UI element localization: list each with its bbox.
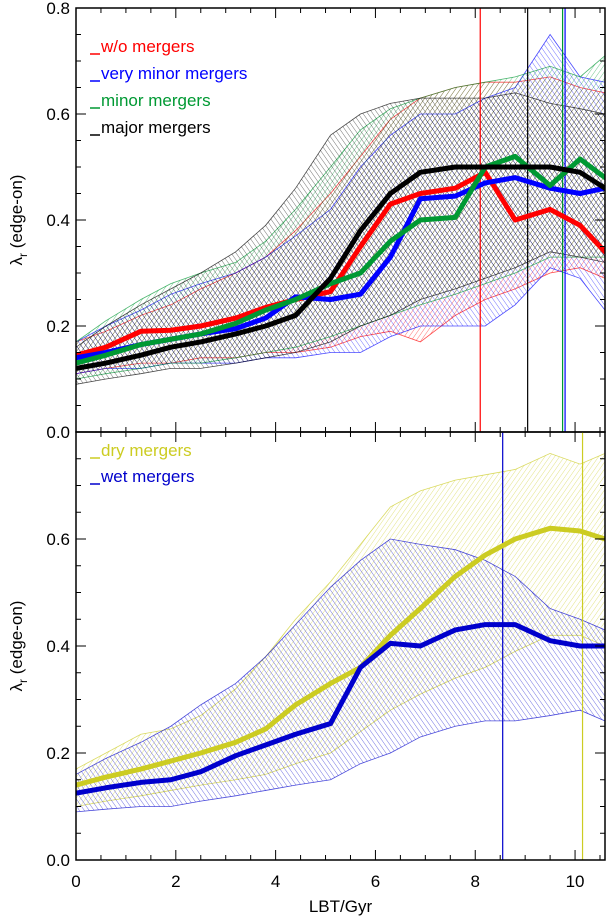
- x-axis-label: LBT/Gyr: [309, 897, 373, 916]
- x-tick-label: 8: [471, 872, 480, 891]
- y-tick-label: 0.6: [46, 530, 70, 549]
- legend-label-wet-mergers: wet mergers: [100, 467, 195, 486]
- y-tick-label: 0.0: [46, 851, 70, 870]
- y-axis-label-sub: r: [16, 679, 30, 683]
- y-axis-label-symbol: λ: [7, 256, 26, 265]
- y-tick-label: 0.4: [46, 211, 70, 230]
- y-axis-label-sub: r: [16, 253, 30, 257]
- x-tick-label: 4: [271, 872, 280, 891]
- legend-label-major-mergers: major mergers: [101, 118, 211, 137]
- y-tick-label: 0.4: [46, 637, 70, 656]
- x-tick-label: 2: [171, 872, 180, 891]
- plot-area: [76, 432, 605, 860]
- plot-area: [76, 8, 605, 432]
- legend-label-minor-mergers: minor mergers: [101, 91, 211, 110]
- y-tick-label: 0.2: [46, 744, 70, 763]
- y-axis-label-text: (edge-on): [7, 601, 26, 679]
- y-tick-label: 0.2: [46, 317, 70, 336]
- y-tick-label: 0.0: [46, 423, 70, 442]
- line-minor-mergers: [76, 153, 605, 366]
- line-w-o-mergers: [76, 169, 605, 358]
- line-major-mergers: [76, 164, 605, 371]
- bottom-panel: 0.0 0.2 0.4 0.6 0 2 4 6 8 10 LBT/Gyr λr (edge-on) dr…: [7, 431, 606, 916]
- y-tick-label: 0.6: [46, 105, 70, 124]
- legend-label-very-minor-mergers: very minor mergers: [101, 64, 247, 83]
- y-axis-label: λr (edge-on): [7, 601, 30, 692]
- y-axis-label: λr (edge-on): [7, 175, 30, 266]
- y-tick-label: 0.8: [46, 0, 70, 18]
- line-dry-mergers: [76, 525, 605, 788]
- y-axis-label-text: (edge-on): [7, 175, 26, 253]
- legend-label-dry-mergers: dry mergers: [101, 441, 192, 460]
- y-axis-label-symbol: λ: [7, 682, 26, 691]
- top-panel: 0.0 0.2 0.4 0.6 0.8 λr (edge-on) w/o mergers ve…: [7, 0, 606, 442]
- x-tick-label: 10: [566, 872, 585, 891]
- x-tick-label: 0: [71, 872, 80, 891]
- line-wet-mergers: [76, 622, 605, 796]
- legend-label-w-o-mergers: w/o mergers: [100, 37, 195, 56]
- x-tick-label: 6: [371, 872, 380, 891]
